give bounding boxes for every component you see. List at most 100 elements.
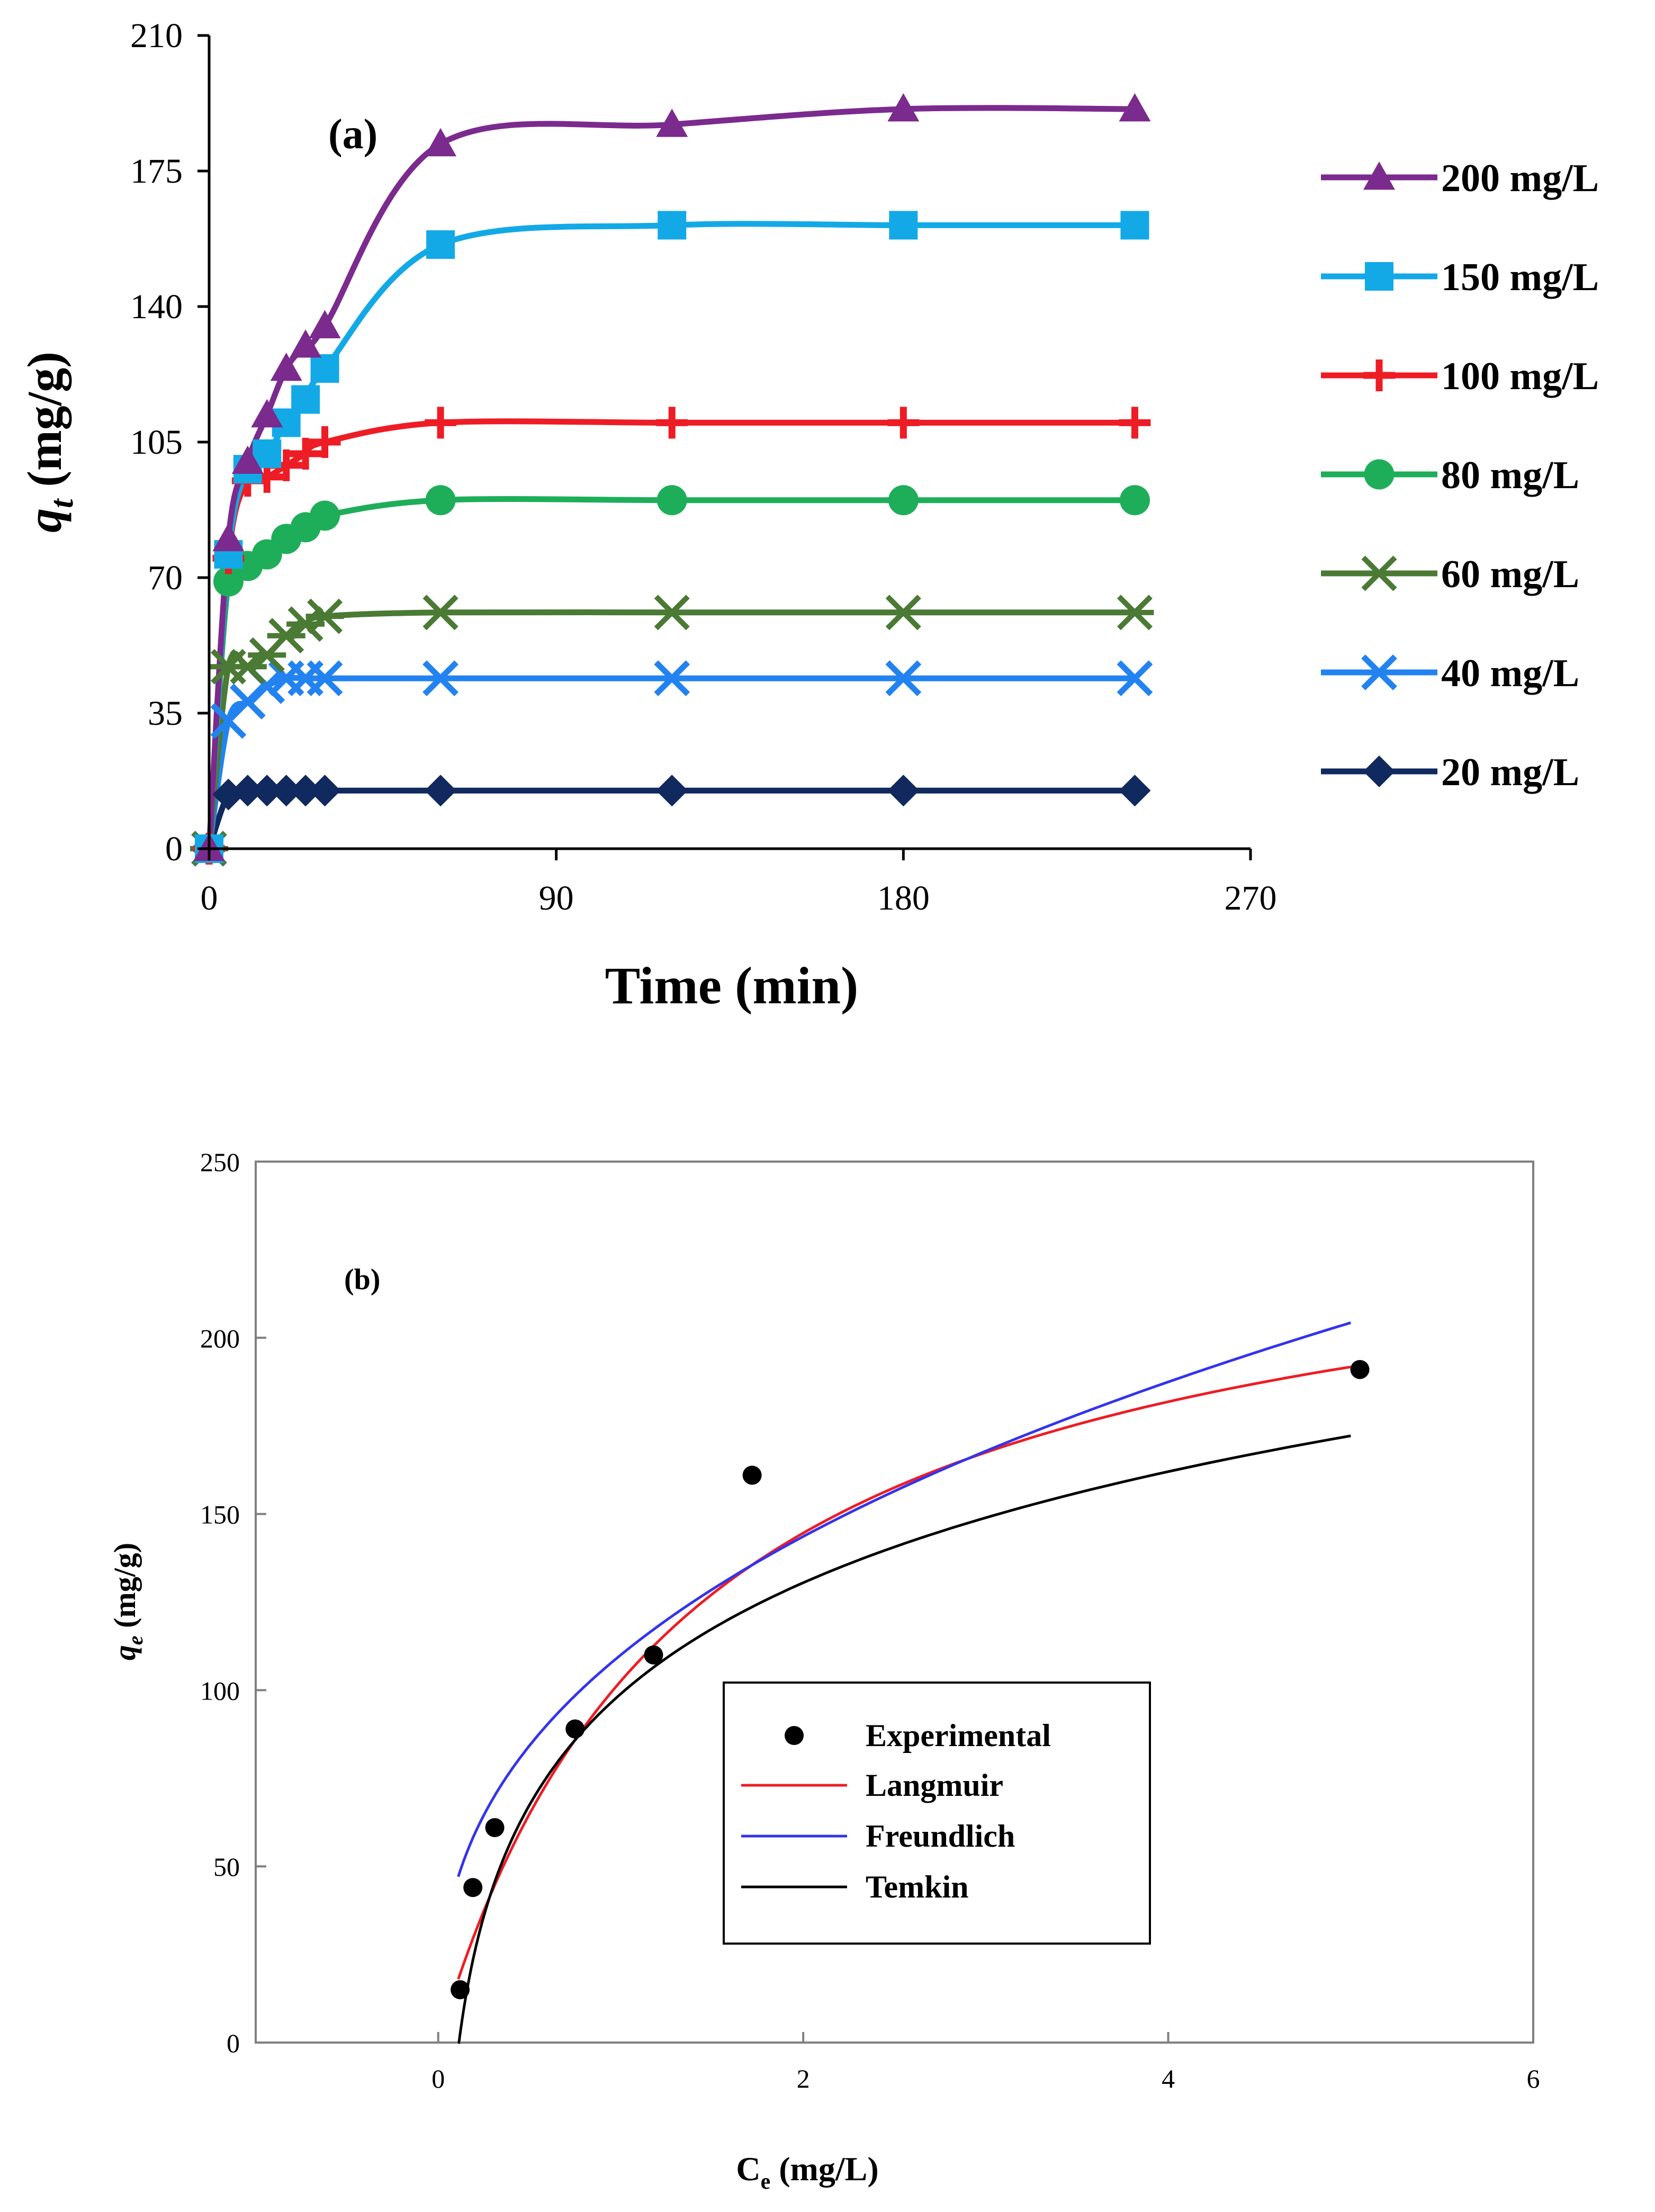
chart-a-point-150-mg-l <box>889 211 918 240</box>
chart-a-point-20-mg-l <box>309 775 341 807</box>
chart-a-point-100-mg-l <box>425 407 457 439</box>
chart-b-point <box>565 1719 585 1739</box>
chart-a-point-150-mg-l <box>1120 211 1149 240</box>
chart-b-y-label-unit: (mg/g) <box>107 1543 142 1636</box>
chart-a-legend-marker-60-mg-l <box>1360 555 1398 591</box>
chart-b-point <box>644 1645 663 1665</box>
chart-a: 0 35 70 105 140 175 210 0 90 180 270 (a) Time (min… <box>17 16 1599 1015</box>
chart-b-legend-marker-experimental <box>785 1726 804 1745</box>
chart-a-legend-marker-150-mg-l <box>1365 262 1393 291</box>
chart-b-y-tick-label: 100 <box>200 1676 240 1705</box>
chart-b-point <box>451 1980 470 2000</box>
chart-a-point-60-mg-l <box>884 595 923 631</box>
chart-a-point-100-mg-l <box>290 437 322 470</box>
chart-a-legend-label-40-mg-l: 40 mg/L <box>1441 652 1579 695</box>
chart-a-point-100-mg-l <box>887 407 920 439</box>
chart-a-legend-label-60-mg-l: 60 mg/L <box>1441 553 1579 596</box>
chart-a-point-80-mg-l <box>1119 485 1150 516</box>
chart-b-fit-freundlich <box>457 1321 1352 1877</box>
chart-a-legend-label-200-mg-l: 200 mg/L <box>1441 157 1599 200</box>
chart-a-y-label-q: q <box>17 508 71 533</box>
chart-b-x-tick-label: 6 <box>1527 2064 1540 2093</box>
chart-a-point-150-mg-l <box>310 354 339 383</box>
chart-b-legend-label-experimental: Experimental <box>866 1718 1051 1753</box>
chart-a-point-40-mg-l <box>422 660 459 697</box>
chart-a-legend-label-20-mg-l: 20 mg/L <box>1441 751 1579 794</box>
chart-a-point-200-mg-l <box>656 109 688 137</box>
chart-a-point-100-mg-l <box>1119 407 1151 439</box>
chart-a-y-label-unit: (mg/g) <box>17 352 71 499</box>
chart-b-point <box>485 1818 505 1837</box>
chart-b: 0 50 100 150 200 250 0 2 4 6 (b) Experimental Lang… <box>107 1147 1540 2194</box>
chart-b-legend-label-langmuir: Langmuir <box>866 1768 1003 1803</box>
chart-b-y-tick-label: 50 <box>213 1852 240 1882</box>
chart-a-point-200-mg-l <box>290 329 322 358</box>
chart-a-point-80-mg-l <box>310 500 340 531</box>
chart-b-x-label-sub: e <box>761 2170 771 2194</box>
chart-b-legend: Experimental Langmuir Freundlich Temkin <box>741 1718 1051 1904</box>
chart-a-y-label-sub: t <box>44 498 80 508</box>
chart-b-y-tick-label: 150 <box>200 1500 240 1530</box>
chart-a-point-20-mg-l <box>270 775 302 807</box>
chart-b-ticks: 0 50 100 150 200 250 0 2 4 6 <box>200 1147 1540 2093</box>
chart-a-point-20-mg-l <box>251 775 283 807</box>
chart-a-x-tick-label: 90 <box>539 879 574 918</box>
chart-a-point-80-mg-l <box>656 485 687 516</box>
chart-b-x-tick-label: 4 <box>1162 2064 1175 2093</box>
chart-a-legend-marker-40-mg-l <box>1361 654 1397 690</box>
chart-a-point-20-mg-l <box>887 775 920 807</box>
chart-a-ticks: 0 35 70 105 140 175 210 0 90 180 270 <box>130 16 1277 918</box>
chart-a-point-200-mg-l <box>251 399 283 428</box>
chart-a-point-20-mg-l <box>1119 775 1151 807</box>
chart-b-x-tick-label: 0 <box>431 2064 445 2093</box>
chart-a-y-tick-label: 105 <box>130 423 183 462</box>
chart-a-line-60-mg-l <box>206 609 1135 849</box>
chart-a-line-150-mg-l <box>206 221 1135 849</box>
chart-a-point-150-mg-l <box>426 230 455 259</box>
chart-a-point-150-mg-l <box>291 385 320 414</box>
chart-a-point-100-mg-l <box>309 426 341 458</box>
chart-a-point-60-mg-l <box>305 598 344 634</box>
chart-a-legend: 200 mg/L 150 mg/L 100 mg/L 80 mg/L 60 mg/L 40… <box>1321 157 1599 794</box>
chart-a-y-axis-label: qt (mg/g) <box>17 352 80 533</box>
chart-a-line-40-mg-l <box>206 675 1135 849</box>
chart-a-x-tick-label: 0 <box>201 879 218 918</box>
chart-a-point-60-mg-l <box>653 595 691 631</box>
chart-a-point-200-mg-l <box>270 353 302 381</box>
chart-a-point-80-mg-l <box>425 485 456 516</box>
chart-a-y-tick-label: 175 <box>130 152 183 191</box>
chart-a-point-60-mg-l <box>421 595 460 631</box>
chart-a-point-150-mg-l <box>658 211 687 240</box>
chart-a-point-40-mg-l <box>885 660 922 697</box>
chart-b-legend-label-freundlich: Freundlich <box>866 1819 1015 1854</box>
chart-a-legend-marker-80-mg-l <box>1364 459 1395 490</box>
chart-a-point-40-mg-l <box>307 660 343 697</box>
chart-b-y-label-sub: e <box>123 1635 147 1645</box>
chart-a-point-200-mg-l <box>231 445 264 474</box>
chart-a-legend-label-100-mg-l: 100 mg/L <box>1441 355 1599 398</box>
chart-a-x-axis-label: Time (min) <box>605 956 859 1015</box>
chart-a-point-80-mg-l <box>888 485 919 516</box>
chart-a-series-layer <box>190 93 1154 867</box>
chart-b-y-tick-label: 200 <box>200 1324 240 1353</box>
chart-b-fit-curves <box>457 1321 1352 2044</box>
chart-a-panel-label: (a) <box>328 111 377 158</box>
chart-b-x-label-unit: (mg/L) <box>770 2150 878 2188</box>
chart-a-y-tick-label: 140 <box>130 287 183 326</box>
chart-a-point-200-mg-l <box>425 128 457 157</box>
chart-a-legend-marker-100-mg-l <box>1363 359 1395 391</box>
chart-a-legend-marker-20-mg-l <box>1363 756 1395 787</box>
chart-b-x-tick-label: 2 <box>797 2064 810 2093</box>
chart-a-point-20-mg-l <box>425 775 457 807</box>
chart-a-point-60-mg-l <box>1116 595 1154 631</box>
chart-a-point-40-mg-l <box>1117 660 1153 697</box>
chart-a-x-tick-label: 180 <box>877 879 930 918</box>
chart-a-y-tick-label: 210 <box>130 16 183 55</box>
chart-a-y-tick-label: 0 <box>165 830 183 868</box>
chart-b-y-label-q: q <box>107 1645 142 1660</box>
chart-b-points <box>451 1360 1370 2000</box>
chart-a-point-200-mg-l <box>887 93 920 122</box>
chart-a-legend-label-80-mg-l: 80 mg/L <box>1441 454 1579 497</box>
